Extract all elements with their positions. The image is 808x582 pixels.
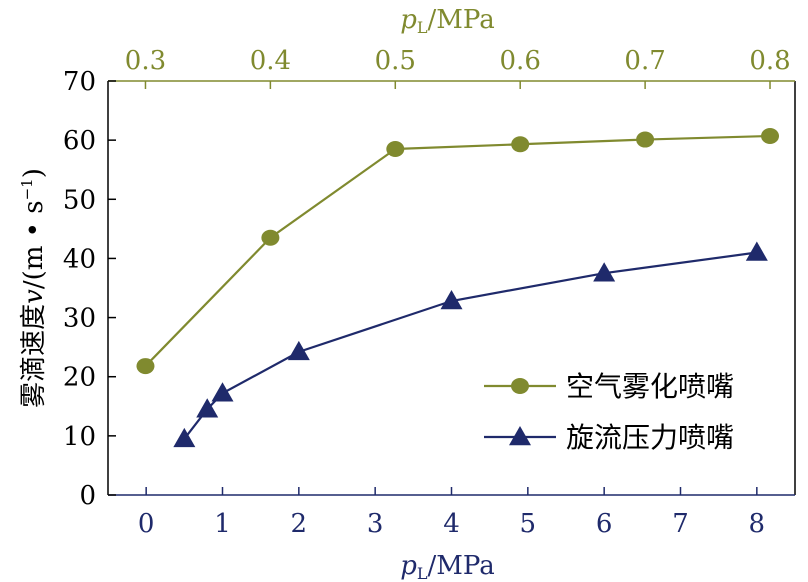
bottom-tick-label: 0 <box>138 509 155 539</box>
data-point <box>386 141 405 158</box>
data-point <box>636 131 655 148</box>
y-tick-label: 50 <box>63 185 96 215</box>
y-tick-label: 60 <box>63 126 96 156</box>
series-line <box>183 251 757 440</box>
data-point <box>261 229 280 246</box>
legend-marker <box>509 426 531 446</box>
top-tick-label: 0.5 <box>375 46 416 76</box>
data-point <box>593 262 616 282</box>
y-tick-label: 30 <box>63 304 96 334</box>
bottom-tick-label: 1 <box>214 509 231 539</box>
y-tick-label: 70 <box>63 67 96 97</box>
top-tick-label: 0.4 <box>250 46 291 76</box>
legend-label: 旋流压力喷嘴 <box>566 421 734 454</box>
data-point <box>173 427 196 448</box>
y-tick-label: 10 <box>63 422 96 452</box>
bottom-tick-label: 8 <box>749 509 766 539</box>
data-point <box>287 340 310 361</box>
top-axis-label-var: p <box>400 5 417 35</box>
series-line <box>144 134 771 367</box>
data-point <box>440 290 463 310</box>
y-axis-label-text: 雾滴速度 <box>19 304 49 408</box>
data-point <box>745 241 768 261</box>
bottom-axis-label-unit: /MPa <box>428 551 495 581</box>
legend-item: 空气雾化喷嘴 <box>484 370 734 403</box>
data-point <box>511 136 530 153</box>
bottom-tick-label: 3 <box>367 509 384 539</box>
y-tick-label: 20 <box>63 363 96 393</box>
y-tick-label: 40 <box>63 244 96 274</box>
series-1 <box>136 128 780 375</box>
bottom-axis-label-sub: L <box>417 564 428 582</box>
data-point <box>136 358 155 375</box>
bottom-axis-ticks: 0 1 2 3 4 5 6 7 8 <box>138 487 765 539</box>
legend-label: 空气雾化喷嘴 <box>566 370 734 403</box>
top-axis-label-sub: L <box>417 18 428 37</box>
y-axis-label-close: ) <box>19 168 49 178</box>
series-layer <box>136 128 780 448</box>
data-point <box>211 382 234 402</box>
bottom-axis-label: pL/MPa <box>400 551 495 582</box>
legend-marker <box>511 378 529 394</box>
y-axis-label-unit: /(m • s <box>19 200 49 289</box>
top-tick-label: 0.3 <box>125 46 166 76</box>
y-tick-label: 0 <box>79 481 96 511</box>
top-tick-label: 0.7 <box>624 46 665 76</box>
y-axis-label: 雾滴速度v/(m • s−1) <box>18 168 49 408</box>
bottom-tick-label: 5 <box>520 509 537 539</box>
bottom-axis-label-var: p <box>400 551 417 581</box>
y-axis-label-sup: −1 <box>18 178 36 200</box>
top-tick-label: 0.8 <box>749 46 790 76</box>
bottom-tick-label: 7 <box>672 509 689 539</box>
data-point <box>196 398 219 418</box>
bottom-tick-label: 2 <box>291 509 308 539</box>
bottom-tick-label: 4 <box>443 509 460 539</box>
data-point <box>761 128 780 145</box>
legend-item: 旋流压力喷嘴 <box>484 421 734 454</box>
y-axis-label-var: v <box>19 289 49 304</box>
series-2 <box>173 241 768 448</box>
top-axis-ticks: 0.3 0.4 0.5 0.6 0.7 0.8 <box>125 46 791 89</box>
top-axis-label: pL/MPa <box>400 5 495 37</box>
top-axis-label-unit: /MPa <box>428 5 495 35</box>
bottom-tick-label: 6 <box>596 509 613 539</box>
top-tick-label: 0.6 <box>500 46 541 76</box>
y-ticks: 0 10 20 30 40 50 60 70 <box>63 67 116 511</box>
